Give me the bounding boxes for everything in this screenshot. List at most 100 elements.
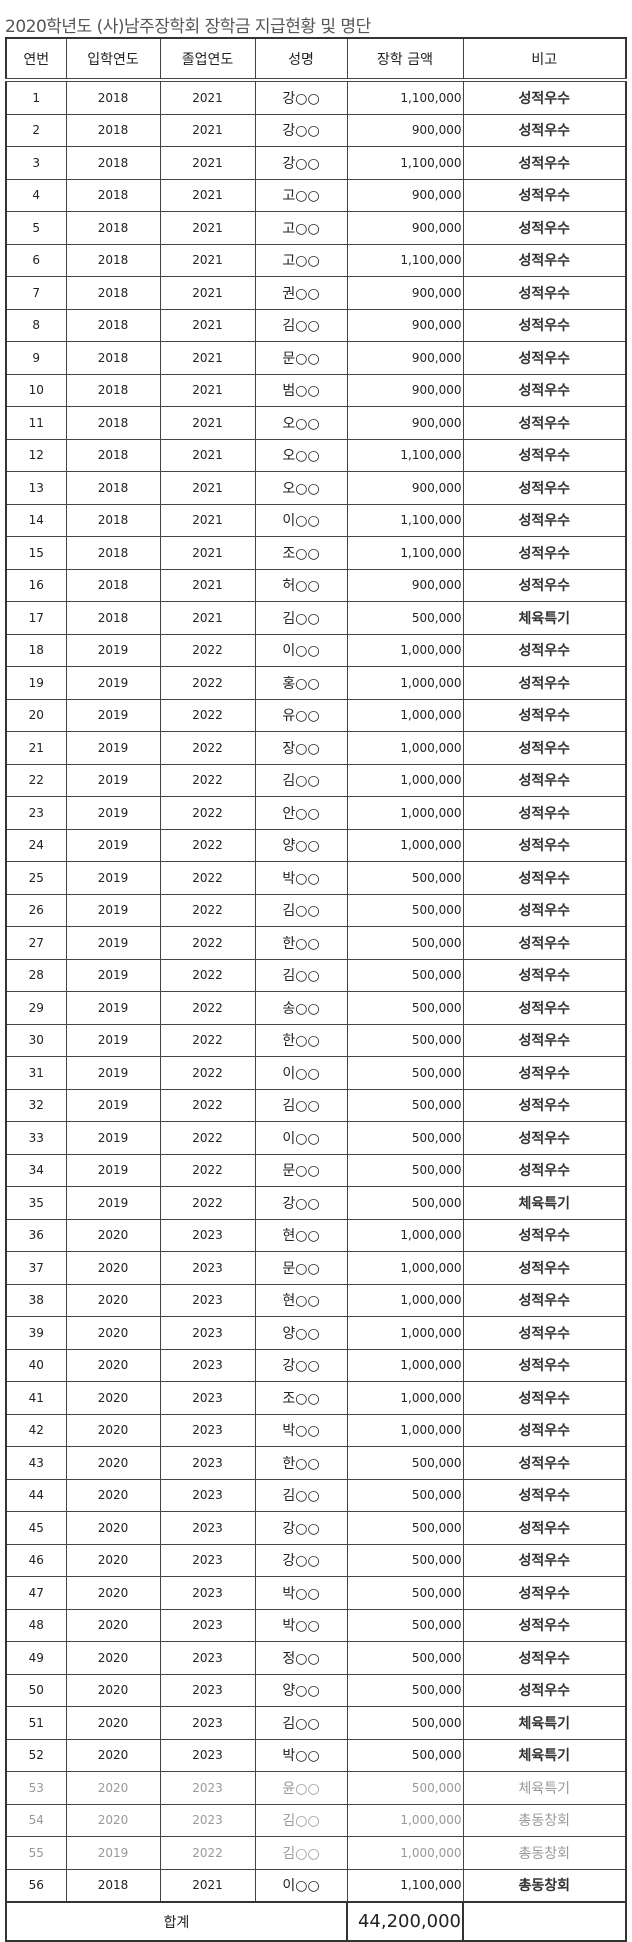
table-row: 43 2020 2023 한○○ 500,000 성적우수 xyxy=(5,1446,627,1480)
cell-graduation-year: 2023 xyxy=(159,1576,256,1610)
cell-no: 29 xyxy=(5,991,67,1025)
cell-name: 양○○ xyxy=(254,828,348,862)
cell-no: 42 xyxy=(5,1413,67,1447)
table-row: 8 2018 2021 김○○ 900,000 성적우수 xyxy=(5,308,627,342)
cell-amount: 900,000 xyxy=(346,276,464,310)
cell-remarks: 성적우수 xyxy=(462,178,627,212)
cell-graduation-year: 2023 xyxy=(159,1771,256,1805)
cell-admission-year: 2020 xyxy=(65,1511,161,1545)
cell-name: 박○○ xyxy=(254,1608,348,1642)
cell-no: 5 xyxy=(5,211,67,245)
cell-graduation-year: 2022 xyxy=(159,828,256,862)
cell-admission-year: 2019 xyxy=(65,1088,161,1122)
cell-no: 19 xyxy=(5,666,67,700)
table-row: 27 2019 2022 한○○ 500,000 성적우수 xyxy=(5,926,627,960)
cell-remarks: 성적우수 xyxy=(462,958,627,992)
table-row: 30 2019 2022 한○○ 500,000 성적우수 xyxy=(5,1023,627,1057)
cell-graduation-year: 2021 xyxy=(159,211,256,245)
cell-amount: 500,000 xyxy=(346,1511,464,1545)
cell-graduation-year: 2023 xyxy=(159,1608,256,1642)
cell-name: 고○○ xyxy=(254,211,348,245)
cell-graduation-year: 2021 xyxy=(159,568,256,602)
cell-amount: 1,000,000 xyxy=(346,698,464,732)
cell-graduation-year: 2022 xyxy=(159,893,256,927)
cell-name: 범○○ xyxy=(254,373,348,407)
cell-amount: 1,000,000 xyxy=(346,1803,464,1837)
cell-graduation-year: 2023 xyxy=(159,1218,256,1252)
total-row: 합계 44,200,000 xyxy=(5,1901,627,1942)
cell-remarks: 총동창회 xyxy=(462,1868,627,1903)
cell-admission-year: 2019 xyxy=(65,861,161,895)
cell-name: 권○○ xyxy=(254,276,348,310)
cell-remarks: 성적우수 xyxy=(462,536,627,570)
cell-no: 36 xyxy=(5,1218,67,1252)
cell-amount: 500,000 xyxy=(346,1121,464,1155)
cell-name: 박○○ xyxy=(254,1413,348,1447)
cell-remarks: 성적우수 xyxy=(462,471,627,505)
cell-amount: 1,000,000 xyxy=(346,1283,464,1317)
cell-name: 김○○ xyxy=(254,1706,348,1740)
cell-name: 조○○ xyxy=(254,1381,348,1415)
table-row: 48 2020 2023 박○○ 500,000 성적우수 xyxy=(5,1608,627,1642)
cell-amount: 1,100,000 xyxy=(346,79,464,115)
cell-admission-year: 2019 xyxy=(65,763,161,797)
cell-amount: 1,000,000 xyxy=(346,1413,464,1447)
cell-amount: 900,000 xyxy=(346,471,464,505)
cell-amount: 900,000 xyxy=(346,178,464,212)
cell-graduation-year: 2023 xyxy=(159,1511,256,1545)
cell-no: 3 xyxy=(5,146,67,180)
table-row: 56 2018 2021 이○○ 1,100,000 총동창회 xyxy=(5,1868,627,1903)
cell-remarks: 성적우수 xyxy=(462,438,627,472)
cell-remarks: 성적우수 xyxy=(462,1576,627,1610)
cell-remarks: 성적우수 xyxy=(462,796,627,830)
cell-name: 김○○ xyxy=(254,1088,348,1122)
cell-remarks: 성적우수 xyxy=(462,926,627,960)
cell-graduation-year: 2021 xyxy=(159,308,256,342)
cell-amount: 500,000 xyxy=(346,1056,464,1090)
cell-admission-year: 2019 xyxy=(65,828,161,862)
cell-amount: 1,000,000 xyxy=(346,1218,464,1252)
cell-no: 26 xyxy=(5,893,67,927)
cell-graduation-year: 2021 xyxy=(159,178,256,212)
cell-amount: 500,000 xyxy=(346,1023,464,1057)
table-row: 4 2018 2021 고○○ 900,000 성적우수 xyxy=(5,178,627,212)
cell-admission-year: 2018 xyxy=(65,276,161,310)
cell-name: 김○○ xyxy=(254,1836,348,1870)
table-row: 23 2019 2022 안○○ 1,000,000 성적우수 xyxy=(5,796,627,830)
cell-amount: 500,000 xyxy=(346,1641,464,1675)
cell-name: 송○○ xyxy=(254,991,348,1025)
cell-amount: 500,000 xyxy=(346,893,464,927)
cell-admission-year: 2018 xyxy=(65,113,161,147)
table-row: 36 2020 2023 현○○ 1,000,000 성적우수 xyxy=(5,1218,627,1252)
cell-admission-year: 2019 xyxy=(65,1153,161,1187)
table-row: 34 2019 2022 문○○ 500,000 성적우수 xyxy=(5,1153,627,1187)
cell-name: 강○○ xyxy=(254,1348,348,1382)
header-remarks: 비고 xyxy=(462,37,627,82)
cell-graduation-year: 2022 xyxy=(159,1088,256,1122)
cell-admission-year: 2020 xyxy=(65,1413,161,1447)
cell-remarks: 성적우수 xyxy=(462,1056,627,1090)
cell-admission-year: 2019 xyxy=(65,796,161,830)
table-row: 45 2020 2023 강○○ 500,000 성적우수 xyxy=(5,1511,627,1545)
cell-amount: 900,000 xyxy=(346,113,464,147)
table-row: 10 2018 2021 범○○ 900,000 성적우수 xyxy=(5,373,627,407)
cell-no: 46 xyxy=(5,1543,67,1577)
cell-admission-year: 2018 xyxy=(65,536,161,570)
cell-remarks: 성적우수 xyxy=(462,1023,627,1057)
table-row: 9 2018 2021 문○○ 900,000 성적우수 xyxy=(5,341,627,375)
cell-admission-year: 2020 xyxy=(65,1803,161,1837)
cell-admission-year: 2018 xyxy=(65,211,161,245)
cell-no: 21 xyxy=(5,731,67,765)
cell-amount: 500,000 xyxy=(346,1673,464,1707)
cell-graduation-year: 2021 xyxy=(159,79,256,115)
cell-remarks: 성적우수 xyxy=(462,991,627,1025)
cell-name: 문○○ xyxy=(254,341,348,375)
table-row: 47 2020 2023 박○○ 500,000 성적우수 xyxy=(5,1576,627,1610)
table-row: 19 2019 2022 홍○○ 1,000,000 성적우수 xyxy=(5,666,627,700)
total-amount: 44,200,000 xyxy=(346,1901,464,1942)
cell-admission-year: 2020 xyxy=(65,1673,161,1707)
cell-admission-year: 2020 xyxy=(65,1381,161,1415)
cell-remarks: 성적우수 xyxy=(462,113,627,147)
cell-graduation-year: 2021 xyxy=(159,243,256,277)
cell-graduation-year: 2022 xyxy=(159,1121,256,1155)
